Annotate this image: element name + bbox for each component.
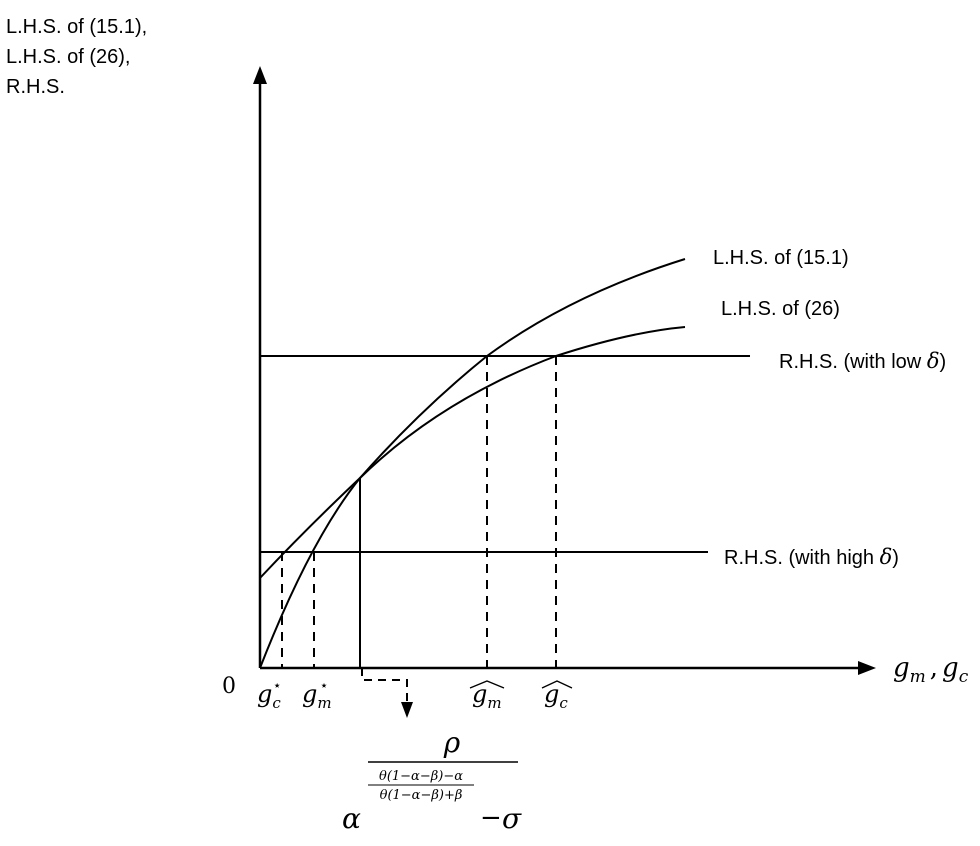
formula-sigma: σ: [502, 802, 522, 835]
y-axis-label-line-1: L.H.S. of (15.1),: [6, 16, 147, 38]
svg-text:gm: gm: [472, 680, 502, 712]
hat-mark: [469, 680, 505, 689]
y-axis-arrowhead: [253, 66, 267, 84]
x-axis-label: gm, gc: [893, 653, 969, 687]
hat-mark: [541, 680, 573, 689]
formula-exp-numerator: θ(1−α−β)−α: [379, 769, 463, 784]
lhs-26-label: L.H.S. of (26): [721, 298, 840, 320]
formula-base: α: [342, 802, 361, 835]
lhs-15-1-label: L.H.S. of (15.1): [713, 247, 849, 269]
dashed-pointer-path: [361, 668, 408, 702]
tick-g-c-hat: gc: [541, 680, 573, 712]
svg-text:gc: gc: [544, 680, 568, 712]
tick-g-m-hat: gm: [469, 680, 505, 712]
origin-label: 0: [222, 674, 236, 699]
x-axis-arrowhead: [858, 661, 876, 675]
intersection-formula: ρ θ(1−α−β)−α θ(1−α−β)+β α − σ: [342, 726, 522, 835]
rhs-high-delta-label: R.H.S. (with high δ): [724, 545, 899, 569]
tick-g-c-star: gc⋆: [257, 678, 282, 712]
formula-numerator: ρ: [443, 726, 461, 759]
lhs-26-curve: [259, 326, 686, 579]
axes: [258, 80, 860, 670]
y-axis-label-line-2: L.H.S. of (26),: [6, 46, 131, 68]
tick-g-m-star: gm⋆: [302, 678, 332, 712]
lhs-15-1-curve: [259, 258, 686, 669]
pointer-arrowhead: [401, 702, 413, 718]
y-axis-label-line-3: R.H.S.: [6, 76, 65, 98]
rhs-low-delta-label: R.H.S. (with low δ): [779, 349, 946, 373]
formula-exp-denominator: θ(1−α−β)+β: [380, 788, 463, 803]
formula-minus: −: [480, 803, 502, 833]
